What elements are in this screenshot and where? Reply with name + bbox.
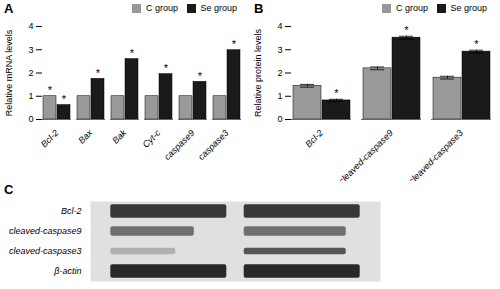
svg-text:caspase3: caspase3 <box>196 128 230 162</box>
html-text:Se group: Se group <box>450 3 487 13</box>
svg-text:*: * <box>474 38 479 50</box>
svg-text:*: * <box>48 84 53 96</box>
svg-text:2: 2 <box>28 68 33 78</box>
svg-text:4: 4 <box>277 21 282 31</box>
svg-text:caspase9: caspase9 <box>162 128 196 162</box>
svg-text:cleaved-caspase9: cleaved-caspase9 <box>9 226 82 236</box>
svg-text:*: * <box>404 24 409 36</box>
html-text:Se group: Se group <box>200 3 237 13</box>
svg-text:Relative protein levels: Relative protein levels <box>253 28 263 117</box>
svg-text:2: 2 <box>277 68 282 78</box>
svg-text:Bcl-2: Bcl-2 <box>61 206 82 216</box>
svg-text:1: 1 <box>28 91 33 101</box>
html-text:B: B <box>254 0 264 16</box>
svg-text:4: 4 <box>28 21 33 31</box>
svg-text:cleaved-caspase3: cleaved-caspase3 <box>407 128 465 181</box>
svg-text:3: 3 <box>28 45 33 55</box>
svg-text:*: * <box>334 87 339 99</box>
svg-text:*: * <box>62 93 67 105</box>
svg-text:Bak: Bak <box>110 127 128 145</box>
svg-text:cleaved-caspase9: cleaved-caspase9 <box>337 128 395 181</box>
svg-text:*: * <box>164 62 169 74</box>
html-text:A: A <box>4 0 14 16</box>
html-text:C: C <box>4 181 14 197</box>
svg-text:*: * <box>130 47 135 59</box>
svg-text:β-actin: β-actin <box>53 266 81 276</box>
svg-text:Relative mRNA levels: Relative mRNA levels <box>4 29 14 116</box>
html-text:C group: C group <box>145 3 178 13</box>
svg-text:1: 1 <box>277 91 282 101</box>
svg-text:Cyt-c: Cyt-c <box>141 127 163 149</box>
svg-text:0: 0 <box>28 114 33 124</box>
svg-text:Bax: Bax <box>76 127 94 145</box>
svg-text:0: 0 <box>277 114 282 124</box>
svg-text:*: * <box>232 38 237 50</box>
svg-text:Bcl-2: Bcl-2 <box>303 128 325 150</box>
svg-text:cleaved-caspase3: cleaved-caspase3 <box>9 246 82 256</box>
svg-text:Bcl-2: Bcl-2 <box>39 128 61 150</box>
svg-text:3: 3 <box>277 45 282 55</box>
html-text:C group: C group <box>395 3 428 13</box>
svg-text:*: * <box>96 67 101 79</box>
svg-text:*: * <box>198 70 203 82</box>
